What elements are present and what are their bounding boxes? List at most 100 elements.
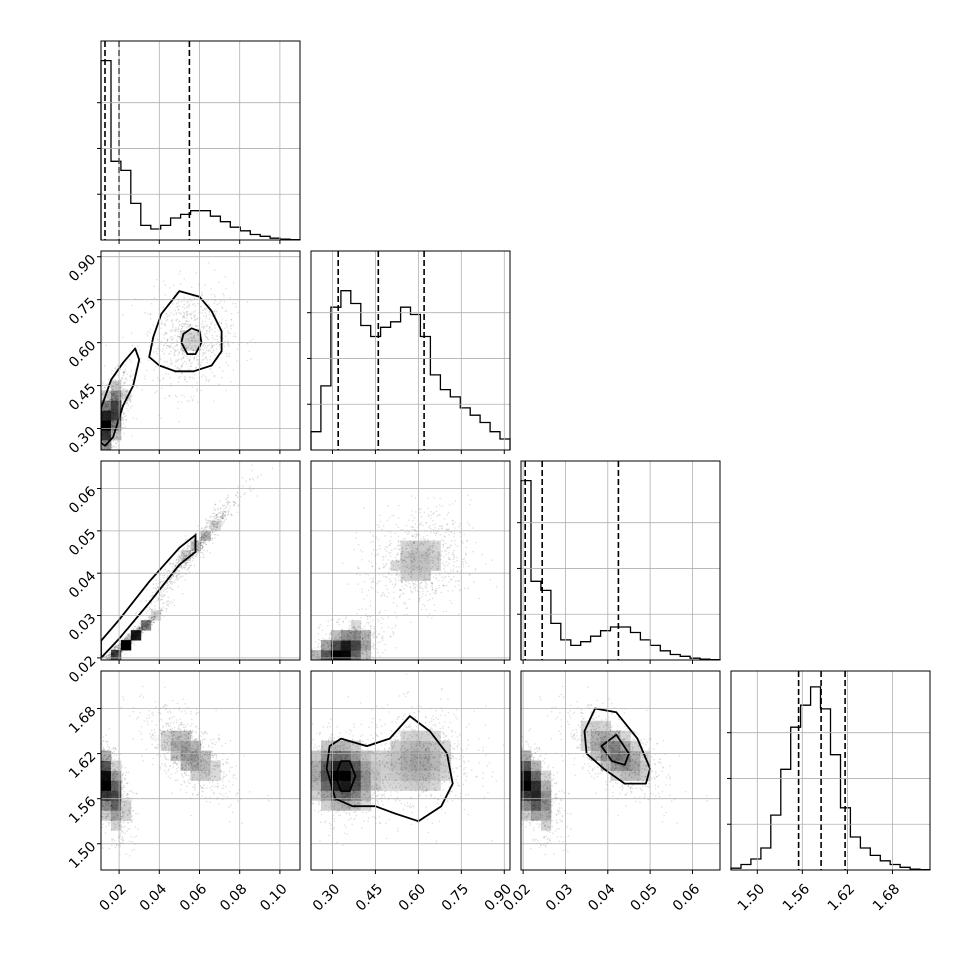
scatter-point xyxy=(92,459,94,461)
scatter-point xyxy=(98,672,100,674)
scatter-point xyxy=(161,609,164,612)
scatter-point xyxy=(104,473,106,475)
scatter-point xyxy=(145,624,148,626)
scatter-point xyxy=(128,639,131,642)
scatter-point xyxy=(115,650,118,653)
scatter-point xyxy=(184,579,187,581)
scatter-point xyxy=(201,322,203,325)
scatter-point xyxy=(125,640,128,642)
scatter-point xyxy=(189,753,192,756)
scatter-point xyxy=(125,639,128,641)
scatter-point xyxy=(107,768,110,770)
scatter-point xyxy=(224,498,227,500)
scatter-point xyxy=(109,755,112,757)
scatter-point xyxy=(225,785,227,788)
scatter-point xyxy=(125,782,128,785)
scatter-point xyxy=(120,779,123,781)
scatter-point xyxy=(213,525,215,528)
scatter-point xyxy=(217,738,220,741)
scatter-point xyxy=(196,549,198,551)
scatter-point xyxy=(94,753,96,755)
scatter-point xyxy=(207,520,210,522)
scatter-point xyxy=(121,648,124,651)
scatter-point xyxy=(186,750,188,752)
scatter-point xyxy=(204,771,207,773)
scatter-point xyxy=(110,654,112,656)
scatter-point xyxy=(130,638,132,641)
scatter-point xyxy=(102,795,105,797)
scatter-point xyxy=(108,422,110,425)
scatter-point xyxy=(123,825,126,828)
scatter-point xyxy=(196,738,198,741)
scatter-point xyxy=(119,645,122,647)
scatter-point xyxy=(172,323,174,325)
scatter-point xyxy=(161,323,163,325)
scatter-point xyxy=(193,739,195,741)
scatter-point xyxy=(111,426,113,428)
scatter-point xyxy=(113,840,116,842)
scatter-point xyxy=(97,419,99,421)
scatter-point xyxy=(139,627,141,630)
scatter-point xyxy=(107,400,109,403)
scatter-point xyxy=(211,537,213,540)
scatter-point xyxy=(204,307,206,310)
scatter-point xyxy=(131,635,134,638)
scatter-point xyxy=(108,418,110,421)
scatter-point xyxy=(234,332,236,335)
scatter-point xyxy=(229,332,232,335)
scatter-point xyxy=(119,845,121,848)
scatter-point xyxy=(115,388,117,390)
scatter-point xyxy=(103,661,105,663)
scatter-point xyxy=(141,628,144,631)
scatter-point xyxy=(92,772,94,774)
scatter-point xyxy=(113,653,115,655)
scatter-point xyxy=(237,505,239,508)
scatter-point xyxy=(210,527,212,530)
scatter-point xyxy=(170,338,173,341)
scatter-point xyxy=(108,777,111,780)
scatter-point xyxy=(120,794,122,797)
scatter-point xyxy=(193,303,195,305)
scatter-point xyxy=(107,766,109,769)
scatter-point xyxy=(210,288,212,290)
scatter-point xyxy=(175,575,177,578)
scatter-point xyxy=(122,413,125,415)
scatter-point xyxy=(196,793,199,796)
scatter-point xyxy=(144,620,146,623)
scatter-point xyxy=(121,392,123,395)
scatter-point xyxy=(149,328,152,331)
scatter-point xyxy=(93,737,95,739)
scatter-point xyxy=(108,414,111,416)
scatter-point xyxy=(104,440,106,443)
scatter-point xyxy=(113,425,116,428)
scatter-point xyxy=(132,633,134,635)
scatter-point xyxy=(190,550,193,552)
scatter-point xyxy=(141,625,143,628)
scatter-point xyxy=(110,759,112,761)
scatter-point xyxy=(181,347,183,350)
scatter-point xyxy=(171,588,173,591)
scatter-point xyxy=(217,785,220,787)
scatter-point xyxy=(170,562,172,565)
scatter-point xyxy=(93,420,95,422)
scatter-point xyxy=(107,779,109,781)
scatter-point xyxy=(106,800,109,802)
scatter-point xyxy=(116,432,118,434)
scatter-point xyxy=(108,654,110,657)
scatter-point xyxy=(112,429,115,432)
scatter-point xyxy=(111,653,113,655)
scatter-point xyxy=(102,768,105,770)
scatter-point xyxy=(191,339,194,342)
scatter-point xyxy=(141,626,143,629)
scatter-point xyxy=(135,717,138,720)
scatter-point xyxy=(119,641,122,643)
scatter-point xyxy=(119,387,121,389)
scatter-point xyxy=(234,335,237,338)
scatter-point xyxy=(98,666,100,668)
scatter-point xyxy=(133,632,135,634)
scatter-point xyxy=(142,685,144,688)
scatter-point xyxy=(122,416,124,419)
scatter-point xyxy=(161,323,163,325)
scatter-point xyxy=(112,403,115,406)
scatter-point xyxy=(161,733,163,735)
